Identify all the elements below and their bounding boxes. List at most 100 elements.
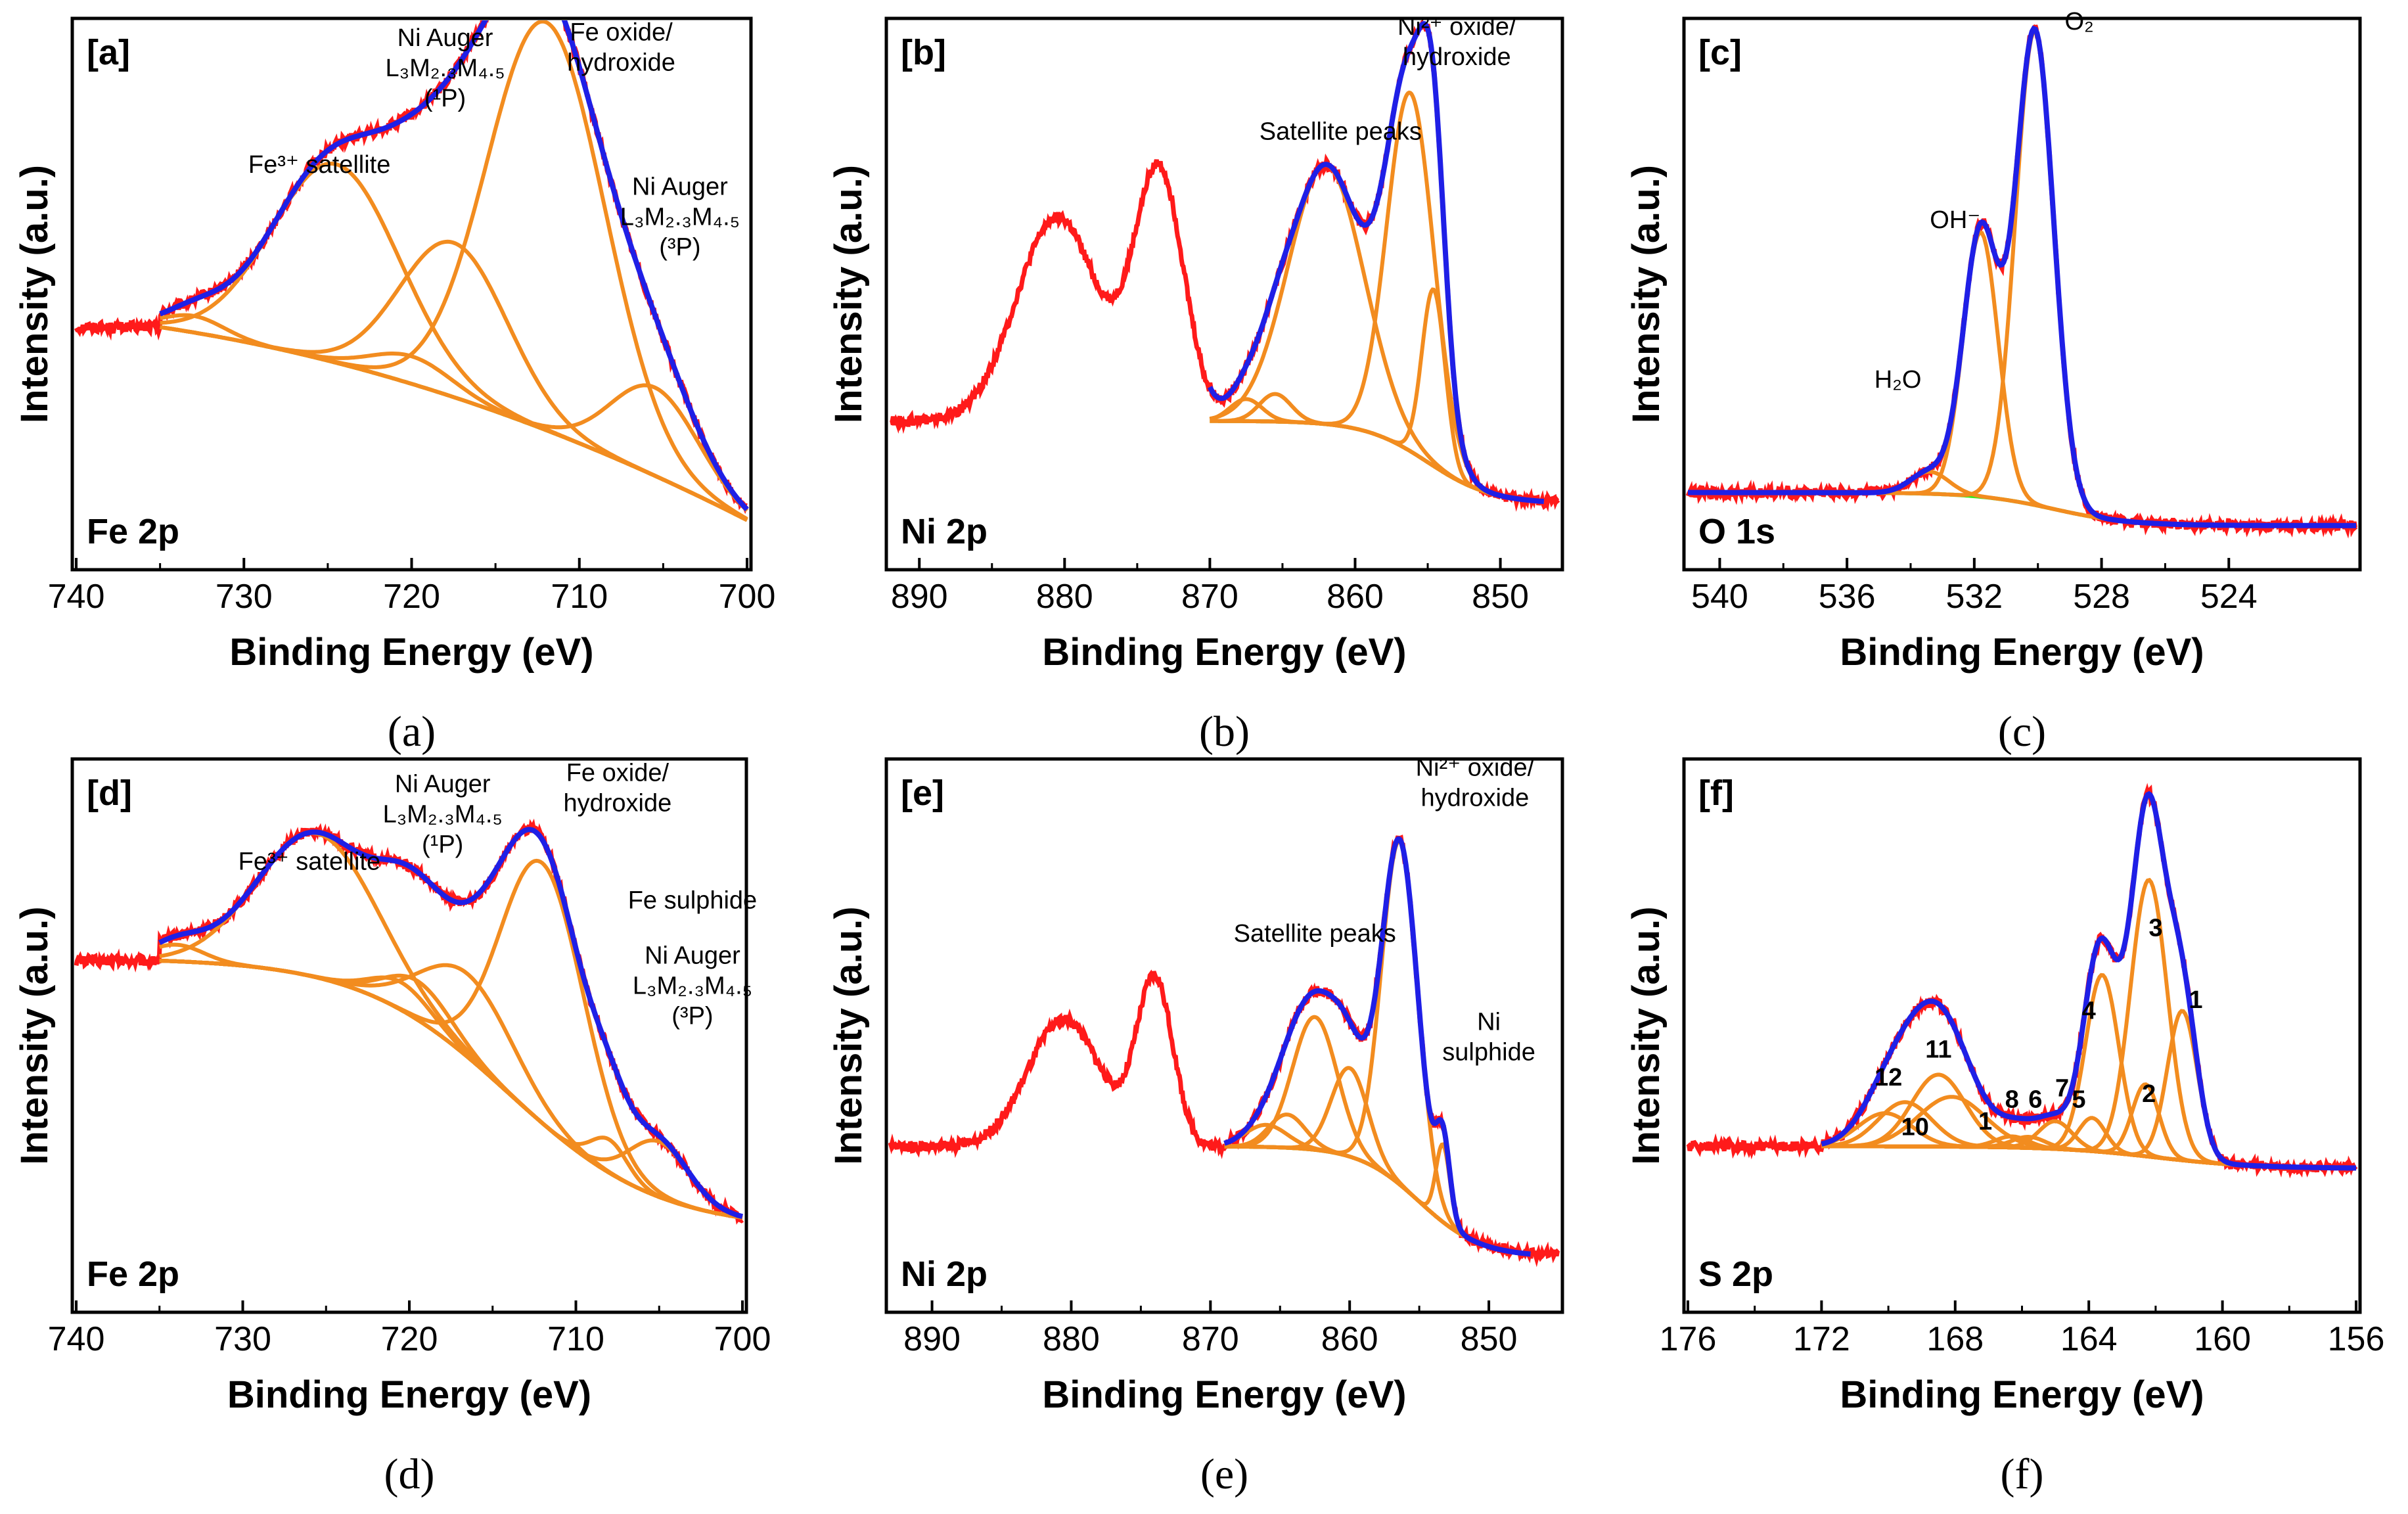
y-axis-title: Intensity (a.u.) xyxy=(827,906,870,1164)
annotation-2: Satellite peaks xyxy=(1234,920,1396,948)
plot-frame xyxy=(1682,757,2362,1314)
x-tick-label: 880 xyxy=(1036,578,1093,616)
plot-area xyxy=(890,20,1560,513)
y-axis-title: Intensity (a.u.) xyxy=(1625,165,1668,423)
plot-area xyxy=(888,835,1560,1268)
plot-frame xyxy=(70,757,748,1314)
y-axis-title: Intensity (a.u.) xyxy=(13,906,56,1164)
peak-number: 5 xyxy=(2072,1086,2085,1113)
peak-number: 1 xyxy=(2189,986,2202,1014)
annotation-2: Ni Auger L₃M₂.₃M₄.₅ (¹P) xyxy=(383,771,503,859)
fit-component-6 xyxy=(1224,1142,1531,1256)
x-tick-label: 880 xyxy=(1043,1320,1100,1358)
plot-area xyxy=(1686,24,2358,539)
fit-component-2 xyxy=(1688,230,2356,528)
x-tick-label: 890 xyxy=(903,1320,961,1358)
panel-caption: (e) xyxy=(1200,1450,1248,1498)
x-tick-label: 860 xyxy=(1321,1320,1378,1358)
annotation-1: Fe³⁺ satellite xyxy=(239,848,380,875)
x-tick-label: 710 xyxy=(547,1320,604,1358)
x-tick-label: 870 xyxy=(1181,578,1238,616)
spectrum-label: Ni 2p xyxy=(901,512,988,551)
fit-envelope xyxy=(159,20,749,512)
panel-c: 540 536 532 528 524 Binding Energy (eV) Intens… xyxy=(1625,8,2362,756)
x-axis: 740 730 720 710 700 xyxy=(48,1300,771,1358)
spectrum-label: Ni 2p xyxy=(901,1254,988,1294)
fit-component-3 xyxy=(160,325,748,522)
x-tick-label: 528 xyxy=(2073,578,2130,616)
x-tick-label: 850 xyxy=(1461,1320,1518,1358)
x-tick-label: 740 xyxy=(48,1320,105,1358)
peak-number: 12 xyxy=(1874,1064,1902,1091)
x-tick-label: 860 xyxy=(1327,578,1384,616)
background-line xyxy=(160,325,748,522)
y-axis-title: Intensity (a.u.) xyxy=(827,165,870,423)
panel-caption: (d) xyxy=(384,1450,435,1498)
x-tick-label: 532 xyxy=(1945,578,2003,616)
fit-component-6 xyxy=(160,325,749,513)
annotation-4: Ni Auger L₃M₂.₃M₄.₅ (³P) xyxy=(620,173,740,261)
fit-envelope xyxy=(158,827,744,1220)
annotation-1: Fe³⁺ satellite xyxy=(248,151,390,179)
panel-caption: (c) xyxy=(1998,708,2046,756)
panel-caption: (b) xyxy=(1199,708,1250,756)
fit-envelope xyxy=(1688,25,2356,528)
x-tick-label: 700 xyxy=(714,1320,771,1358)
x-tick-label: 730 xyxy=(214,1320,271,1358)
plot-frame xyxy=(884,16,1564,572)
panel-tag: [a] xyxy=(87,33,130,72)
fit-envelope xyxy=(1223,836,1531,1257)
panel-b: 890 880 870 860 850 Binding Energy (eV) Intens… xyxy=(827,13,1564,756)
x-tick-label: 540 xyxy=(1691,578,1748,616)
x-axis: 540 536 532 528 524 xyxy=(1691,558,2258,616)
x-axis-title: Binding Energy (eV) xyxy=(1042,631,1406,674)
raw-spectrum xyxy=(1686,783,2358,1179)
x-axis: 740 730 720 710 700 xyxy=(48,558,776,616)
x-axis: 890 880 870 860 850 xyxy=(903,1300,1517,1358)
panel-caption: (a) xyxy=(388,708,436,756)
fit-component-4 xyxy=(1224,1066,1531,1256)
x-tick-label: 700 xyxy=(719,578,776,616)
x-tick-label: 850 xyxy=(1472,578,1529,616)
plot-frame xyxy=(884,757,1564,1314)
x-axis-title: Binding Energy (eV) xyxy=(229,631,593,674)
annotation-1: O₂ xyxy=(2065,8,2094,35)
x-tick-label: 160 xyxy=(2194,1320,2251,1358)
peak-number: 8 xyxy=(2005,1086,2019,1113)
plot-area xyxy=(74,818,744,1225)
peak-number: 6 xyxy=(2028,1086,2042,1113)
spectrum-label: Fe 2p xyxy=(87,1254,179,1294)
fit-component-8 xyxy=(159,959,743,1219)
x-tick-label: 720 xyxy=(381,1320,438,1358)
annotation-3: Fe oxide/hydroxide xyxy=(563,760,671,817)
fit-envelope xyxy=(1207,21,1545,505)
x-tick-label: 156 xyxy=(2328,1320,2385,1358)
plot-area xyxy=(74,20,749,522)
annotation-4: Fe sulphide xyxy=(628,886,757,914)
y-axis-title: Intensity (a.u.) xyxy=(1625,906,1668,1164)
peak-number: 11 xyxy=(1925,1036,1951,1064)
peak-number: 1 xyxy=(1978,1108,1992,1136)
peak-number: 10 xyxy=(1901,1114,1929,1141)
fit-envelope xyxy=(1821,791,2356,1171)
x-tick-label: 536 xyxy=(1819,578,1876,616)
spectrum-label: S 2p xyxy=(1698,1254,1773,1294)
background-line xyxy=(1224,1144,1531,1256)
spectrum-label: Fe 2p xyxy=(87,512,179,551)
annotation-5: Ni Auger L₃M₂.₃M₄.₅ (³P) xyxy=(633,942,752,1030)
x-tick-label: 168 xyxy=(1926,1320,1984,1358)
annotation-2: Satellite peaks xyxy=(1260,118,1422,146)
x-tick-label: 730 xyxy=(216,578,273,616)
x-axis-title: Binding Energy (eV) xyxy=(1840,1373,2204,1416)
spectrum-label: O 1s xyxy=(1698,512,1775,551)
x-tick-label: 870 xyxy=(1182,1320,1239,1358)
fit-component-4 xyxy=(1210,90,1545,504)
annotation-1: Ni²⁺ oxide/hydroxide xyxy=(1397,13,1516,71)
x-axis: 176 172 168 164 160 156 xyxy=(1660,1300,2385,1358)
x-tick-label: 176 xyxy=(1660,1320,1717,1358)
x-tick-label: 890 xyxy=(891,578,948,616)
x-axis: 890 880 870 860 850 xyxy=(891,558,1529,616)
x-axis-title: Binding Energy (eV) xyxy=(227,1373,591,1416)
